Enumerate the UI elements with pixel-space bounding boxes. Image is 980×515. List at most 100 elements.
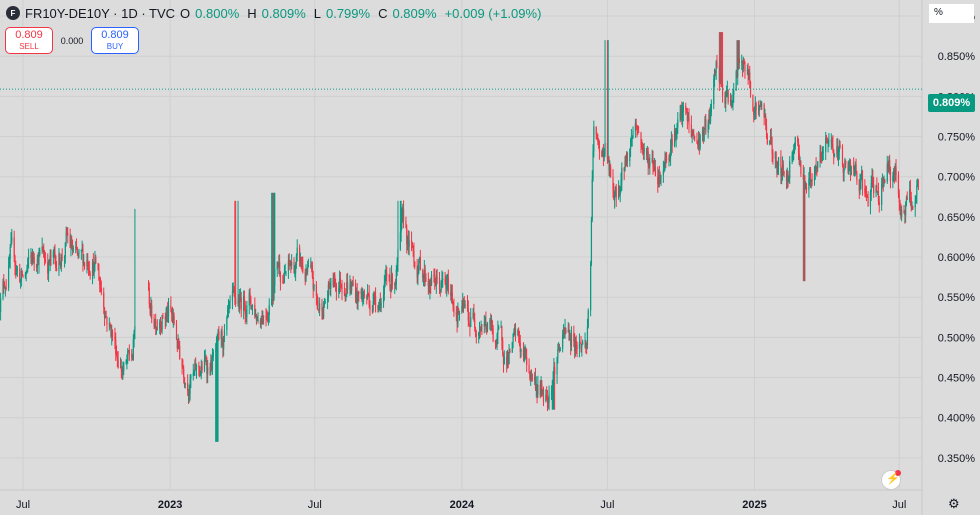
candle-body xyxy=(905,203,907,216)
candle-body xyxy=(204,357,206,360)
candle-body xyxy=(109,324,111,326)
candle-body xyxy=(562,334,564,349)
candle-body xyxy=(155,328,158,330)
candle-body xyxy=(889,168,892,182)
candle-body xyxy=(570,338,572,347)
candle-body xyxy=(114,336,116,340)
candle-body xyxy=(277,262,279,267)
candle-body xyxy=(860,175,862,183)
candle-body xyxy=(619,189,621,196)
candle-body xyxy=(59,253,61,263)
candle-body xyxy=(663,168,665,171)
candle-body xyxy=(119,366,122,368)
candle-body xyxy=(120,366,122,371)
candle-body xyxy=(170,305,172,309)
candle-body xyxy=(0,298,2,312)
candle-body xyxy=(888,159,890,170)
candle-body xyxy=(635,123,637,128)
candle-body xyxy=(88,269,90,274)
candle-body xyxy=(467,308,469,321)
y-tick-label: 0.400% xyxy=(938,413,976,425)
symbol-title[interactable]: FR10Y-DE10Y · 1D · TVC xyxy=(25,5,176,21)
candle-body xyxy=(333,274,335,286)
candle-body xyxy=(166,310,168,316)
candle-body xyxy=(37,258,39,265)
candle-body xyxy=(99,280,101,286)
candle-body xyxy=(26,268,28,272)
candle-body xyxy=(402,208,405,221)
candle-body xyxy=(727,89,729,103)
candle-body xyxy=(319,303,321,311)
candle-body xyxy=(9,247,11,260)
candle-body xyxy=(266,317,268,319)
candle-body xyxy=(546,396,549,403)
candle-body xyxy=(231,291,234,301)
gear-icon[interactable]: ⚙ xyxy=(948,496,960,511)
candle-body xyxy=(345,293,347,298)
candle-body xyxy=(295,255,298,265)
candle-body xyxy=(285,271,287,273)
candle-body xyxy=(103,307,106,318)
candle-body xyxy=(60,256,62,267)
candle-body xyxy=(30,254,32,258)
candle-body xyxy=(300,257,302,264)
candle-body xyxy=(681,110,683,119)
candle-body xyxy=(481,325,483,327)
y-tick-label: 0.700% xyxy=(938,172,976,184)
candle-body xyxy=(368,294,370,306)
candle-body xyxy=(825,137,827,152)
candle-body xyxy=(590,219,593,265)
candle-body xyxy=(528,364,530,373)
candle-body xyxy=(223,330,226,337)
candle-body xyxy=(198,365,200,368)
candle-body xyxy=(182,367,184,369)
candle-body xyxy=(175,323,178,340)
candle-body xyxy=(492,327,494,341)
candle-body xyxy=(194,363,196,372)
candle-body xyxy=(63,256,66,258)
candle-body xyxy=(406,236,409,245)
candle-body xyxy=(301,263,303,266)
price-unit-selector[interactable]: % xyxy=(929,4,974,23)
candle-body xyxy=(234,290,236,298)
candle-body xyxy=(876,185,878,192)
sell-button[interactable]: 0.809 SELL xyxy=(5,27,53,54)
candle-body xyxy=(55,256,57,269)
buy-price: 0.809 xyxy=(101,29,129,41)
candle-body xyxy=(805,186,807,190)
candle-body xyxy=(334,274,336,283)
candle-body xyxy=(749,72,751,82)
candle-body xyxy=(836,146,838,154)
x-tick-label: Jul xyxy=(892,499,906,511)
candle-body xyxy=(43,251,45,258)
candle-body xyxy=(422,270,424,278)
lightning-icon[interactable] xyxy=(881,470,901,490)
candle-body xyxy=(545,395,547,402)
candle-body xyxy=(864,188,866,194)
candle-body xyxy=(4,287,6,289)
candle-body xyxy=(111,332,114,337)
buy-button[interactable]: 0.809 BUY xyxy=(91,27,139,54)
candle-body xyxy=(428,286,430,293)
candle-body xyxy=(251,304,254,307)
candle-body xyxy=(665,158,668,160)
y-tick-label: 0.550% xyxy=(938,292,976,304)
candle-body xyxy=(766,134,768,144)
candle-body xyxy=(442,278,444,281)
candle-body xyxy=(397,249,399,263)
candle-body xyxy=(19,280,22,283)
candle-body xyxy=(809,169,812,182)
candle-body xyxy=(91,262,94,277)
candle-body xyxy=(151,305,153,320)
candle-body xyxy=(350,284,352,292)
candle-body xyxy=(665,157,667,159)
candle-body xyxy=(215,341,218,351)
candle-body xyxy=(232,289,234,292)
candle-body xyxy=(310,265,312,267)
candle-body xyxy=(429,282,431,293)
candle-body xyxy=(315,284,318,296)
candle-body xyxy=(19,268,21,283)
candle-body xyxy=(255,313,258,321)
candle-body xyxy=(256,320,258,322)
